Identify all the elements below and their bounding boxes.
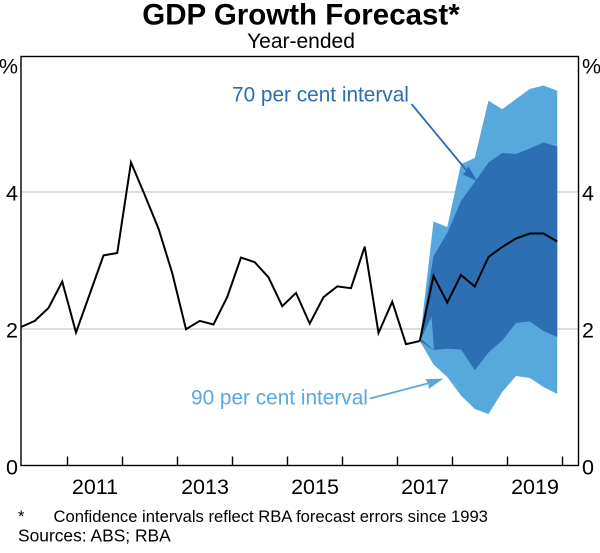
svg-text:70 per cent interval: 70 per cent interval	[232, 84, 409, 107]
svg-text:GDP Growth Forecast*: GDP Growth Forecast*	[142, 0, 460, 32]
svg-text:Confidence intervals reflect R: Confidence intervals reflect RBA forecas…	[54, 507, 488, 526]
svg-text:2: 2	[582, 319, 594, 343]
svg-text:4: 4	[582, 182, 594, 206]
svg-text:2013: 2013	[181, 475, 229, 499]
svg-text:*: *	[18, 507, 25, 526]
svg-text:4: 4	[6, 182, 18, 206]
svg-text:Year-ended: Year-ended	[247, 30, 355, 53]
svg-text:%: %	[582, 55, 600, 79]
svg-text:2019: 2019	[511, 475, 559, 499]
svg-text:90 per cent interval: 90 per cent interval	[191, 387, 368, 410]
svg-text:2017: 2017	[401, 475, 449, 499]
svg-text:0: 0	[582, 456, 594, 480]
svg-text:%: %	[0, 55, 18, 79]
svg-text:2011: 2011	[72, 475, 118, 499]
svg-text:Sources: ABS; RBA: Sources: ABS; RBA	[18, 526, 171, 546]
svg-text:0: 0	[6, 456, 18, 480]
svg-text:2: 2	[6, 319, 18, 343]
svg-text:2015: 2015	[291, 475, 339, 499]
